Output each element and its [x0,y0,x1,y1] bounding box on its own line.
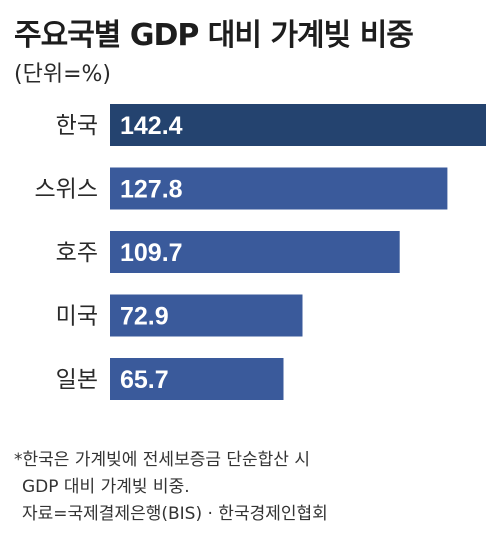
chart-title: 주요국별 GDP 대비 가계빚 비중 [14,18,414,53]
bar-3 [110,231,400,273]
value-label-5: 65.7 [120,366,169,394]
footnote-line-2: GDP 대비 가계빚 비중. [22,477,190,497]
bar-1 [110,104,486,146]
footnote-source: 자료=국제결제은행(BIS) · 한국경제인협회 [22,504,328,524]
category-label-2: 스위스 [35,177,98,203]
category-label-1: 한국 [56,113,98,139]
bar-2 [110,167,448,210]
category-label-5: 일본 [56,367,98,393]
footnote: *한국은 가계빚에 전세보증금 단순합산 시 GDP 대비 가계빚 비중. 자료… [14,447,328,528]
chart-unit-label: (단위=%) [14,62,111,87]
category-label-4: 미국 [56,304,98,330]
value-label-4: 72.9 [120,303,169,331]
category-label-3: 호주 [56,240,98,266]
bar-chart: 한국 142.4 스위스 127.8 호주 109.7 미국 72.9 일본 65.7 [35,104,486,400]
footnote-line-1: *한국은 가계빚에 전세보증금 단순합산 시 [14,450,310,470]
value-label-3: 109.7 [120,239,183,267]
bar-4 [110,294,303,337]
bar-5 [110,358,284,400]
value-label-1: 142.4 [120,112,183,140]
value-label-2: 127.8 [120,176,183,204]
